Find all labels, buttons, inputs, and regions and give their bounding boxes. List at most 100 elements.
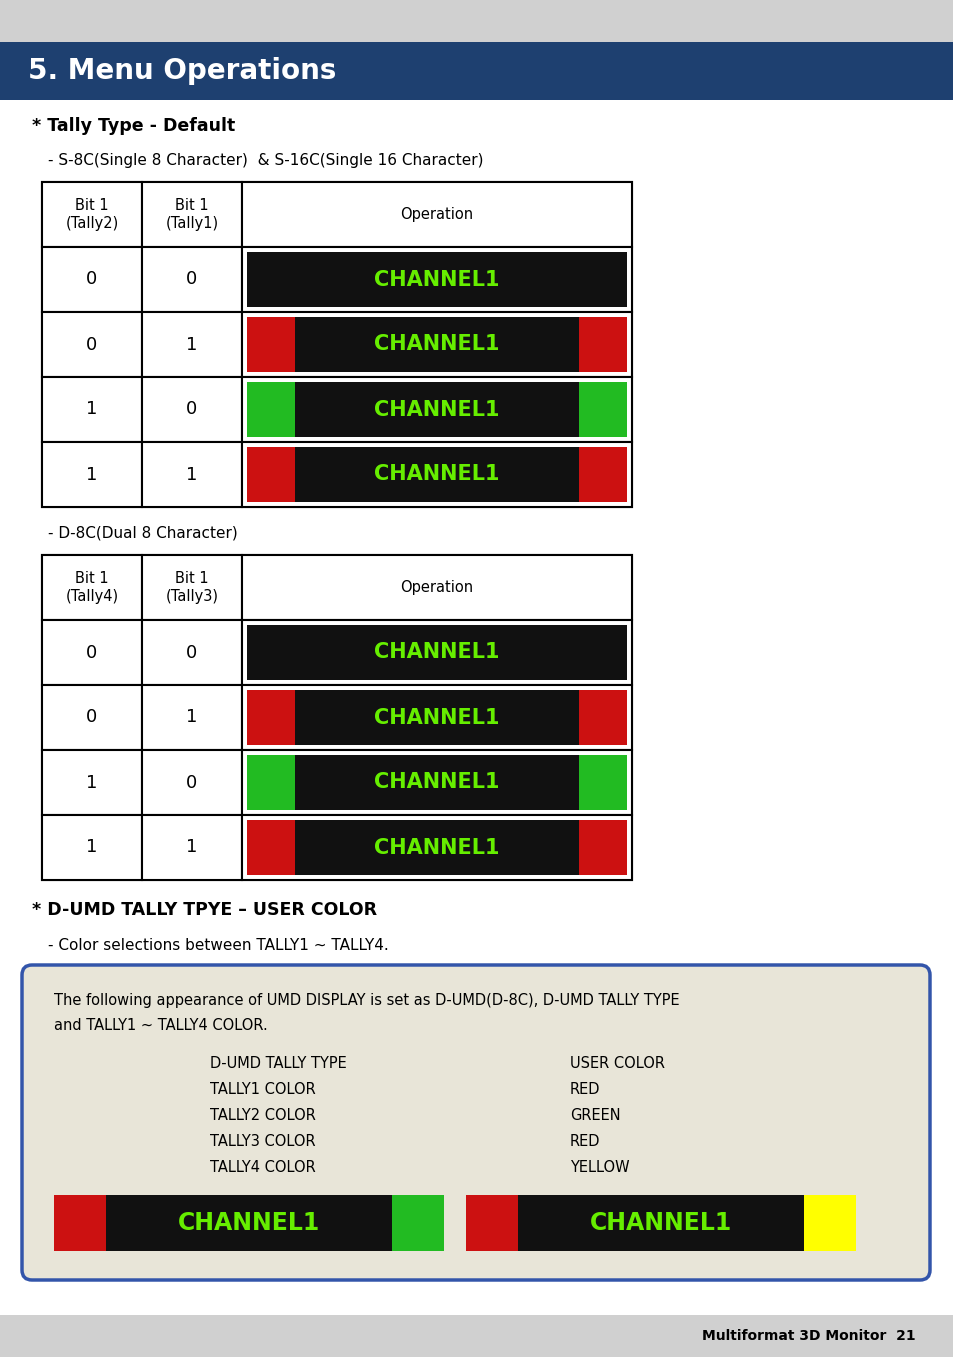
Text: CHANNEL1: CHANNEL1 xyxy=(374,772,499,792)
Bar xyxy=(392,1196,443,1251)
Bar xyxy=(142,377,242,442)
Text: 1: 1 xyxy=(186,465,197,483)
Bar xyxy=(242,442,631,508)
Bar xyxy=(247,446,294,502)
Bar xyxy=(42,312,142,377)
Text: USER COLOR: USER COLOR xyxy=(569,1056,664,1071)
Text: * Tally Type - Default: * Tally Type - Default xyxy=(32,117,235,134)
Bar xyxy=(578,318,626,372)
Text: 0: 0 xyxy=(87,708,97,726)
Text: RED: RED xyxy=(569,1082,599,1096)
Text: Operation: Operation xyxy=(400,208,473,223)
Bar xyxy=(42,182,631,508)
Bar xyxy=(42,555,631,879)
Text: TALLY3 COLOR: TALLY3 COLOR xyxy=(210,1133,315,1148)
Bar xyxy=(578,820,626,875)
Bar xyxy=(0,1315,953,1357)
Text: 5. Menu Operations: 5. Menu Operations xyxy=(28,57,336,85)
Text: The following appearance of UMD DISPLAY is set as D-UMD(D-8C), D-UMD TALLY TYPE: The following appearance of UMD DISPLAY … xyxy=(54,993,679,1008)
Text: 1: 1 xyxy=(86,773,97,791)
Bar xyxy=(247,318,294,372)
Text: Bit 1
(Tally2): Bit 1 (Tally2) xyxy=(66,198,118,231)
Bar xyxy=(42,442,142,508)
Bar xyxy=(142,555,242,620)
Text: 0: 0 xyxy=(186,643,197,661)
Bar xyxy=(0,0,953,42)
Bar xyxy=(247,252,626,307)
Bar xyxy=(242,555,631,620)
Text: CHANNEL1: CHANNEL1 xyxy=(374,837,499,858)
Bar xyxy=(142,750,242,816)
Bar xyxy=(247,820,626,875)
Bar xyxy=(578,754,626,810)
Bar xyxy=(242,750,631,816)
Bar xyxy=(142,182,242,247)
Bar xyxy=(42,555,142,620)
Bar xyxy=(54,1196,443,1251)
Text: 1: 1 xyxy=(86,465,97,483)
Bar xyxy=(42,182,142,247)
Bar xyxy=(142,442,242,508)
Text: - Color selections between TALLY1 ~ TALLY4.: - Color selections between TALLY1 ~ TALL… xyxy=(48,939,388,954)
Bar xyxy=(578,446,626,502)
Bar xyxy=(247,446,626,502)
Bar xyxy=(242,685,631,750)
Text: TALLY1 COLOR: TALLY1 COLOR xyxy=(210,1082,315,1096)
Bar xyxy=(247,383,294,437)
Text: 0: 0 xyxy=(186,400,197,418)
Bar xyxy=(465,1196,517,1251)
Text: TALLY4 COLOR: TALLY4 COLOR xyxy=(210,1159,315,1175)
Text: - D-8C(Dual 8 Character): - D-8C(Dual 8 Character) xyxy=(48,525,237,540)
Bar xyxy=(42,685,142,750)
Bar xyxy=(142,620,242,685)
Bar xyxy=(0,42,953,100)
Text: CHANNEL1: CHANNEL1 xyxy=(374,270,499,289)
Text: 0: 0 xyxy=(87,643,97,661)
Text: CHANNEL1: CHANNEL1 xyxy=(374,334,499,354)
Text: 1: 1 xyxy=(186,708,197,726)
FancyBboxPatch shape xyxy=(22,965,929,1280)
Text: CHANNEL1: CHANNEL1 xyxy=(374,642,499,662)
Text: Bit 1
(Tally1): Bit 1 (Tally1) xyxy=(165,198,218,231)
Text: 1: 1 xyxy=(186,839,197,856)
Bar xyxy=(242,312,631,377)
Bar xyxy=(142,247,242,312)
Bar xyxy=(54,1196,106,1251)
Bar xyxy=(247,754,294,810)
Text: * D-UMD TALLY TPYE – USER COLOR: * D-UMD TALLY TPYE – USER COLOR xyxy=(32,901,376,919)
Bar xyxy=(142,312,242,377)
Text: 0: 0 xyxy=(87,270,97,289)
Text: CHANNEL1: CHANNEL1 xyxy=(589,1210,731,1235)
Bar xyxy=(42,750,142,816)
Bar xyxy=(465,1196,855,1251)
Text: Multiformat 3D Monitor  21: Multiformat 3D Monitor 21 xyxy=(701,1329,915,1343)
Text: Bit 1
(Tally4): Bit 1 (Tally4) xyxy=(66,571,118,604)
Text: CHANNEL1: CHANNEL1 xyxy=(374,464,499,484)
Bar xyxy=(247,820,294,875)
Bar xyxy=(247,383,626,437)
Bar xyxy=(803,1196,855,1251)
Text: CHANNEL1: CHANNEL1 xyxy=(177,1210,320,1235)
Bar xyxy=(247,689,626,745)
Text: 1: 1 xyxy=(186,335,197,354)
Bar xyxy=(242,247,631,312)
Text: Bit 1
(Tally3): Bit 1 (Tally3) xyxy=(165,571,218,604)
Bar xyxy=(42,247,142,312)
Bar xyxy=(247,626,626,680)
Text: 1: 1 xyxy=(86,400,97,418)
Bar xyxy=(247,318,626,372)
Text: TALLY2 COLOR: TALLY2 COLOR xyxy=(210,1107,315,1122)
Bar xyxy=(247,689,294,745)
Text: CHANNEL1: CHANNEL1 xyxy=(374,399,499,419)
Bar xyxy=(142,685,242,750)
Text: 0: 0 xyxy=(87,335,97,354)
Text: - S-8C(Single 8 Character)  & S-16C(Single 16 Character): - S-8C(Single 8 Character) & S-16C(Singl… xyxy=(48,152,483,167)
Bar xyxy=(242,816,631,879)
Bar xyxy=(578,383,626,437)
Bar xyxy=(578,689,626,745)
Bar xyxy=(247,754,626,810)
Text: CHANNEL1: CHANNEL1 xyxy=(374,707,499,727)
Bar xyxy=(242,182,631,247)
Text: Operation: Operation xyxy=(400,579,473,594)
Text: and TALLY1 ~ TALLY4 COLOR.: and TALLY1 ~ TALLY4 COLOR. xyxy=(54,1018,268,1033)
